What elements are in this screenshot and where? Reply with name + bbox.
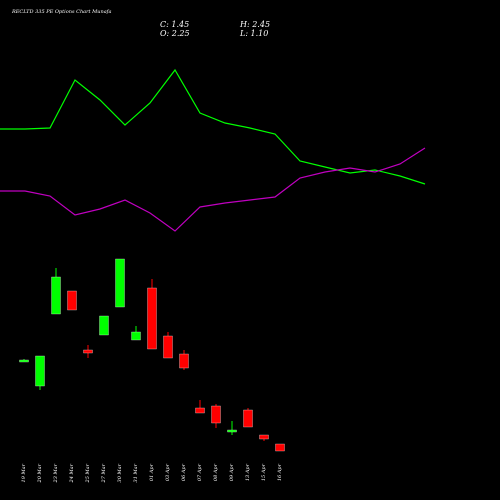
- x-tick-label: 09 Apr: [229, 463, 235, 481]
- x-tick-label: 15 Apr: [261, 463, 267, 481]
- x-tick-label: 06 Apr: [181, 463, 187, 481]
- x-tick-label: 19 Mar: [21, 463, 27, 482]
- candle-body: [115, 258, 125, 308]
- line-series: [0, 147, 426, 232]
- x-tick-label: 23 Mar: [53, 463, 59, 483]
- x-tick-label: 13 Apr: [245, 463, 251, 481]
- line-series: [0, 68, 426, 185]
- candle-body: [51, 276, 61, 315]
- candle-body: [211, 405, 221, 424]
- candle-body: [179, 353, 189, 369]
- x-tick-label: 16 Apr: [277, 463, 283, 481]
- x-tick-label: 07 Apr: [197, 463, 203, 481]
- header-low: L: 1.10: [239, 29, 268, 38]
- x-tick-label: 01 Apr: [149, 463, 155, 481]
- candle-body: [163, 335, 173, 359]
- x-tick-label: 25 Mar: [85, 463, 91, 483]
- x-tick-label: 27 Mar: [101, 463, 107, 483]
- candle-body: [67, 290, 77, 311]
- x-tick-label: 20 Mar: [37, 463, 43, 483]
- candle-body: [227, 429, 237, 433]
- candle-body: [83, 349, 93, 354]
- candle-body: [243, 409, 253, 428]
- chart-title: RECLTD 335 PE Options Chart Munafa: [11, 9, 112, 15]
- x-tick-label: 30 Mar: [117, 463, 123, 482]
- candle-body: [99, 315, 109, 336]
- candle-body: [195, 407, 205, 414]
- candle-body: [147, 287, 157, 350]
- header-close: C: 1.45: [160, 20, 189, 29]
- candle-body: [259, 434, 269, 440]
- header-open: O: 2.25: [160, 29, 190, 38]
- candle-body: [275, 443, 285, 452]
- candle-body: [35, 355, 45, 387]
- x-tick-label: 31 Mar: [133, 463, 139, 482]
- header-high: H: 2.45: [239, 20, 270, 29]
- candle-body: [131, 331, 141, 341]
- x-tick-label: 24 Mar: [69, 463, 75, 483]
- x-tick-label: 03 Apr: [165, 463, 171, 481]
- x-tick-label: 08 Apr: [213, 463, 219, 481]
- candle-body: [19, 359, 29, 363]
